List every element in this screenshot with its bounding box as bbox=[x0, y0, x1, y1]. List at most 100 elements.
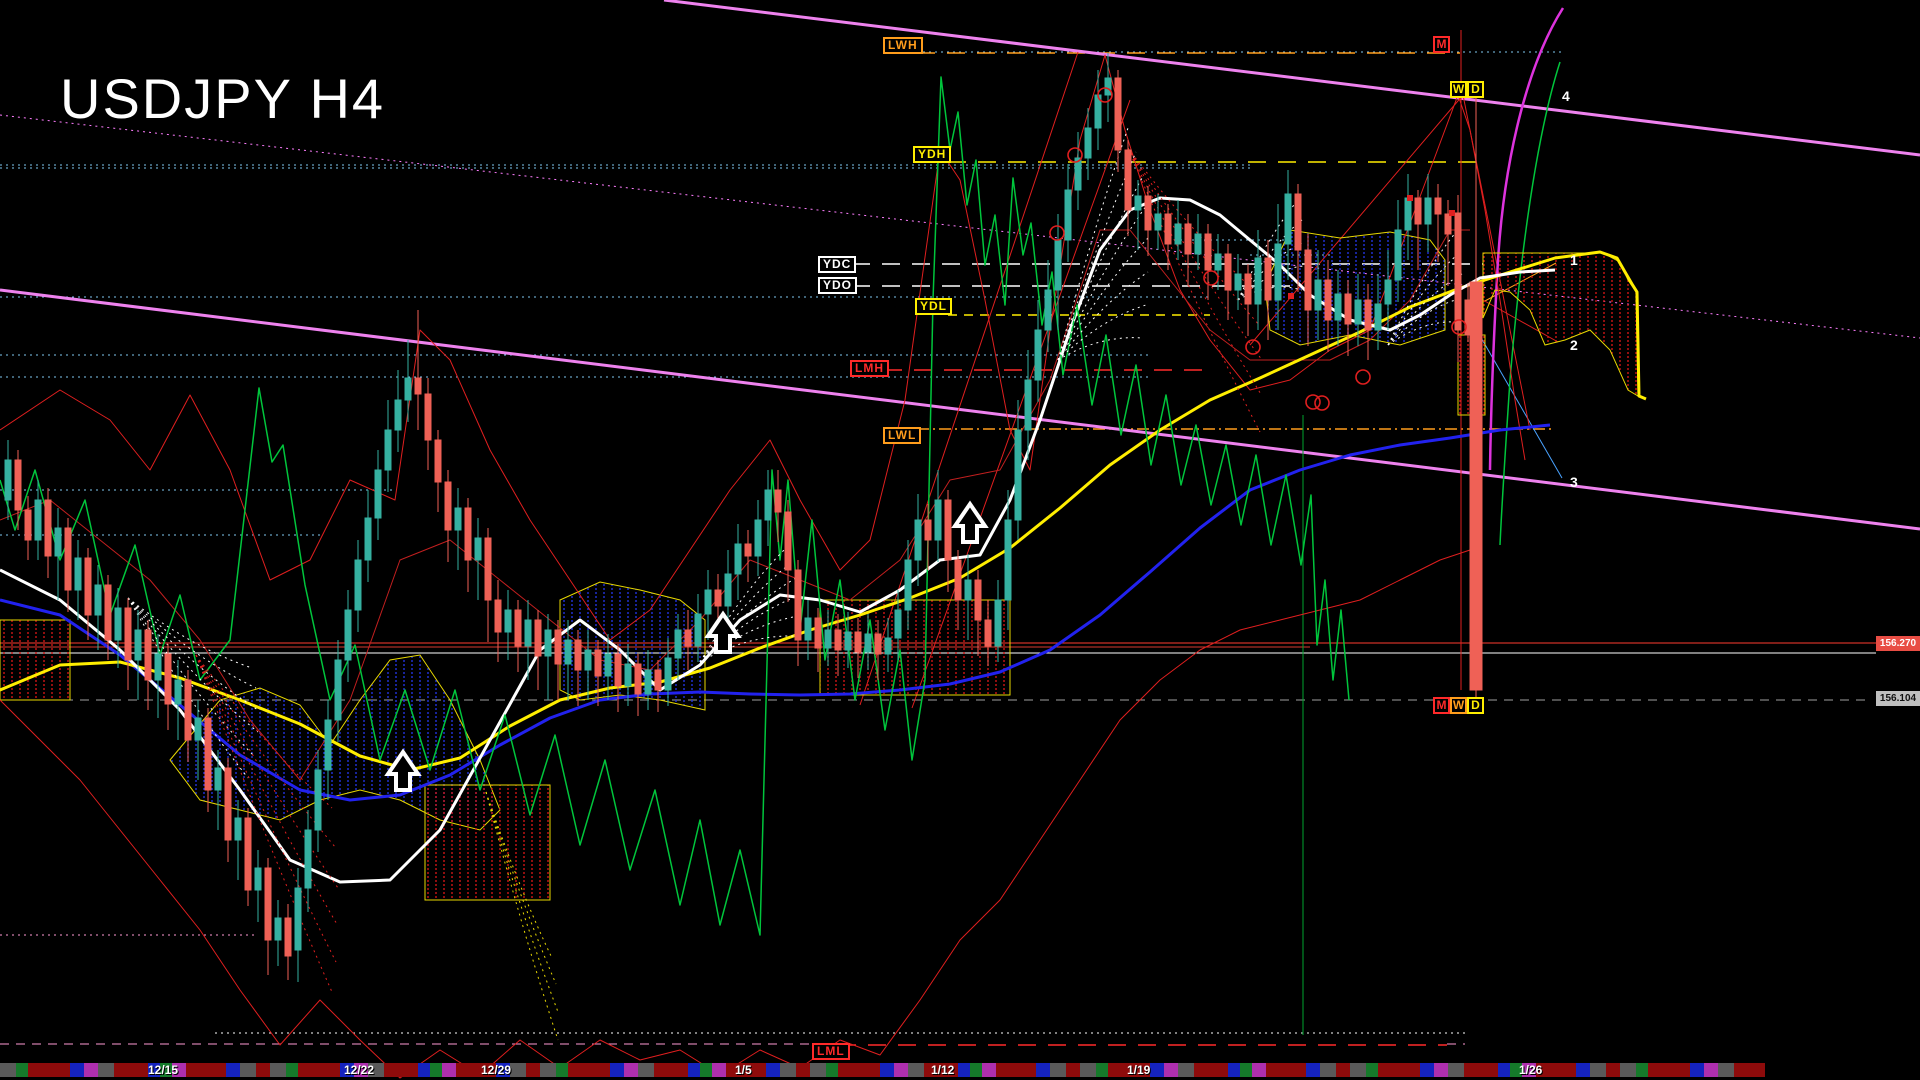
strip-segment bbox=[1620, 1063, 1636, 1077]
date-label-12-22: 12/22 bbox=[344, 1063, 375, 1077]
wave-number-2: 2 bbox=[1570, 337, 1578, 353]
date-label-1-26: 1/26 bbox=[1519, 1063, 1543, 1077]
timeframe-badge-top-m: M bbox=[1433, 36, 1450, 53]
chart-title: USDJPY H4 bbox=[60, 67, 386, 130]
strip-segment bbox=[1434, 1063, 1448, 1077]
strip-segment bbox=[1576, 1063, 1590, 1077]
strip-segment bbox=[880, 1063, 894, 1077]
strip-segment bbox=[1464, 1063, 1498, 1077]
strip-segment bbox=[340, 1063, 354, 1077]
strip-segment bbox=[766, 1063, 780, 1077]
strip-segment bbox=[726, 1063, 766, 1077]
strip-segment bbox=[1648, 1063, 1690, 1077]
strip-segment bbox=[1252, 1063, 1266, 1077]
timeframe-badge-bottom-d: D bbox=[1467, 697, 1484, 714]
strip-segment bbox=[1510, 1063, 1522, 1077]
strip-segment bbox=[894, 1063, 908, 1077]
strip-segment bbox=[1150, 1063, 1164, 1077]
strip-segment bbox=[1108, 1063, 1150, 1077]
strip-segment bbox=[1066, 1063, 1080, 1077]
strip-segment bbox=[654, 1063, 688, 1077]
strip-segment bbox=[186, 1063, 226, 1077]
strip-segment bbox=[368, 1063, 384, 1077]
strip-segment bbox=[700, 1063, 712, 1077]
strip-segment bbox=[286, 1063, 298, 1077]
strip-segment bbox=[982, 1063, 996, 1077]
strip-segment bbox=[1336, 1063, 1350, 1077]
date-label-12-15: 12/15 bbox=[148, 1063, 179, 1077]
strip-segment bbox=[1734, 1063, 1765, 1077]
strip-segment bbox=[1420, 1063, 1434, 1077]
strip-segment bbox=[28, 1063, 70, 1077]
strip-segment bbox=[1240, 1063, 1252, 1077]
strip-segment bbox=[148, 1063, 160, 1077]
strip-segment bbox=[1266, 1063, 1306, 1077]
strip-segment bbox=[240, 1063, 256, 1077]
strip-segment bbox=[226, 1063, 240, 1077]
strip-segment bbox=[1080, 1063, 1096, 1077]
strip-segment bbox=[1636, 1063, 1648, 1077]
strip-segment bbox=[430, 1063, 442, 1077]
date-label-12-29: 12/29 bbox=[481, 1063, 512, 1077]
strip-segment bbox=[1320, 1063, 1336, 1077]
date-label-1-19: 1/19 bbox=[1127, 1063, 1151, 1077]
timeline-indicator-strip bbox=[0, 1063, 1765, 1077]
strip-segment bbox=[84, 1063, 98, 1077]
level-label-lwh: LWH bbox=[883, 37, 923, 54]
strip-segment bbox=[1718, 1063, 1734, 1077]
level-label-lmh: LMH bbox=[850, 360, 889, 377]
strip-segment bbox=[826, 1063, 838, 1077]
strip-segment bbox=[1606, 1063, 1620, 1077]
strip-segment bbox=[1448, 1063, 1464, 1077]
strip-segment bbox=[70, 1063, 84, 1077]
strip-segment bbox=[908, 1063, 924, 1077]
strip-segment bbox=[638, 1063, 654, 1077]
strip-segment bbox=[556, 1063, 568, 1077]
strip-segment bbox=[1498, 1063, 1510, 1077]
strip-segment bbox=[1522, 1063, 1536, 1077]
strip-segment bbox=[780, 1063, 796, 1077]
level-label-ydc: YDC bbox=[818, 256, 857, 273]
strip-segment bbox=[256, 1063, 270, 1077]
strip-segment bbox=[1350, 1063, 1366, 1077]
strip-segment bbox=[418, 1063, 430, 1077]
strip-segment bbox=[160, 1063, 172, 1077]
strip-segment bbox=[838, 1063, 880, 1077]
strip-segment bbox=[270, 1063, 286, 1077]
strip-segment bbox=[1366, 1063, 1378, 1077]
strip-segment bbox=[172, 1063, 186, 1077]
timeframe-badge-bottom-w: W bbox=[1450, 697, 1467, 714]
strip-segment bbox=[1590, 1063, 1606, 1077]
strip-segment bbox=[0, 1063, 16, 1077]
strip-segment bbox=[624, 1063, 638, 1077]
strip-segment bbox=[298, 1063, 340, 1077]
strip-segment bbox=[354, 1063, 368, 1077]
strip-segment bbox=[114, 1063, 148, 1077]
timeframe-badge-top-d: D bbox=[1467, 81, 1484, 98]
strip-segment bbox=[526, 1063, 540, 1077]
strip-segment bbox=[1704, 1063, 1718, 1077]
strip-segment bbox=[1690, 1063, 1704, 1077]
level-label-lwl: LWL bbox=[883, 427, 922, 444]
reference-price-badge: 156.104 bbox=[1876, 691, 1920, 706]
wave-number-4: 4 bbox=[1562, 88, 1570, 104]
markers-layer bbox=[384, 87, 1467, 792]
strip-segment bbox=[996, 1063, 1036, 1077]
date-label-1-5: 1/5 bbox=[735, 1063, 752, 1077]
current-price-badge: 156.270 bbox=[1876, 636, 1920, 651]
strip-segment bbox=[456, 1063, 496, 1077]
strip-segment bbox=[796, 1063, 810, 1077]
strip-segment bbox=[970, 1063, 982, 1077]
trendlines-layer bbox=[0, 0, 1920, 1035]
strip-segment bbox=[712, 1063, 726, 1077]
strip-segment bbox=[958, 1063, 970, 1077]
strip-segment bbox=[1378, 1063, 1420, 1077]
strip-segment bbox=[1536, 1063, 1576, 1077]
date-label-1-12: 1/12 bbox=[931, 1063, 955, 1077]
strip-segment bbox=[98, 1063, 114, 1077]
timeframe-badge-bottom-m: M bbox=[1433, 697, 1450, 714]
strip-segment bbox=[610, 1063, 624, 1077]
timeframe-badge-top-w: W bbox=[1450, 81, 1467, 98]
